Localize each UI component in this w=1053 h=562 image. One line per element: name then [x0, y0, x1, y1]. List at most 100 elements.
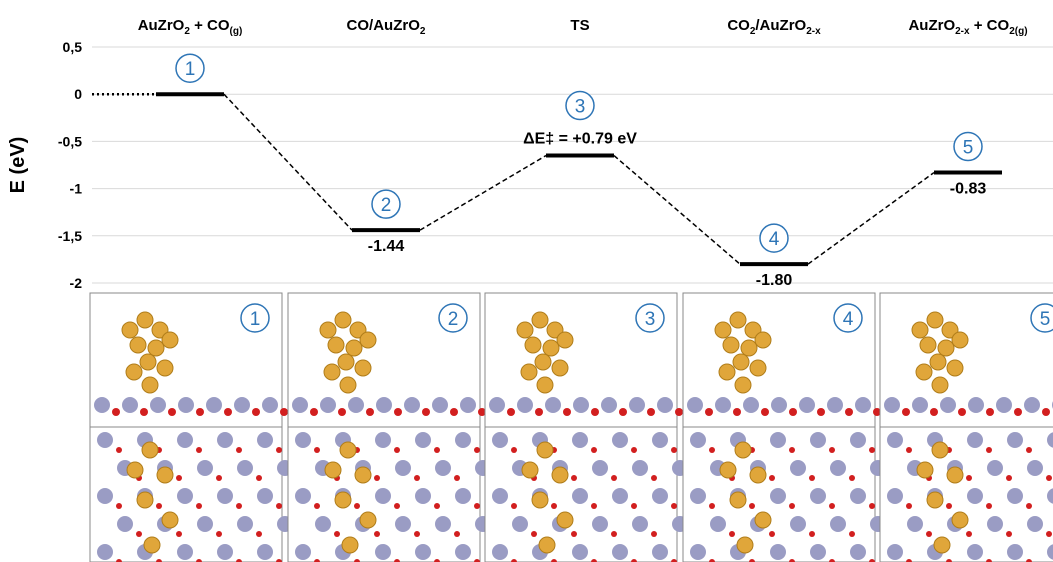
- au-atom: [912, 322, 928, 338]
- o-atom: [709, 503, 715, 509]
- zr-atom: [150, 397, 166, 413]
- header-text: AuZrO: [908, 17, 955, 34]
- zr-atom: [435, 460, 451, 476]
- o-atom: [196, 447, 202, 453]
- y-tick-label: -1: [70, 181, 83, 197]
- zr-atom: [612, 544, 628, 560]
- au-atom: [320, 322, 336, 338]
- column-header: CO2/AuZrO2-x: [727, 17, 821, 37]
- zr-atom: [432, 397, 448, 413]
- zr-atom: [262, 397, 278, 413]
- au-atom: [735, 377, 751, 393]
- zr-atom: [435, 516, 451, 532]
- chart: E (eV) 0,50-0,5-1-1,5-2AuZrO2 + CO(g)CO/…: [0, 0, 1053, 562]
- au-atom: [355, 467, 371, 483]
- o-atom: [276, 447, 282, 453]
- au-atom: [162, 512, 178, 528]
- au-atom: [342, 537, 358, 553]
- o-atom: [749, 503, 755, 509]
- zr-atom: [1007, 488, 1023, 504]
- o-atom: [314, 503, 320, 509]
- o-atom: [156, 503, 162, 509]
- o-atom: [817, 408, 825, 416]
- zr-atom: [415, 544, 431, 560]
- zr-atom: [177, 488, 193, 504]
- au-atom: [557, 512, 573, 528]
- header-text: + CO: [190, 17, 230, 34]
- y-tick-label: 0,5: [63, 39, 83, 55]
- au-atom: [920, 337, 936, 353]
- y-tick-label: -0,5: [58, 133, 82, 149]
- au-atom: [539, 537, 555, 553]
- zr-atom: [770, 544, 786, 560]
- o-atom: [869, 447, 875, 453]
- zr-atom: [415, 488, 431, 504]
- header-text: /AuZrO: [755, 17, 806, 34]
- o-atom: [454, 475, 460, 481]
- o-atom: [1046, 475, 1052, 481]
- o-atom: [454, 531, 460, 537]
- zr-atom: [415, 432, 431, 448]
- zr-atom: [799, 397, 815, 413]
- au-atom: [723, 337, 739, 353]
- zr-atom: [810, 544, 826, 560]
- zr-atom: [810, 432, 826, 448]
- o-atom: [926, 531, 932, 537]
- zr-atom: [790, 516, 806, 532]
- zr-atom: [572, 544, 588, 560]
- au-atom: [557, 332, 573, 348]
- o-atom: [394, 447, 400, 453]
- column-header: CO/AuZrO2: [347, 17, 426, 37]
- o-atom: [374, 475, 380, 481]
- o-atom: [1014, 408, 1022, 416]
- zr-atom: [320, 397, 336, 413]
- au-atom: [324, 364, 340, 380]
- o-atom: [314, 447, 320, 453]
- au-atom: [137, 492, 153, 508]
- zr-atom: [743, 397, 759, 413]
- o-atom: [809, 475, 815, 481]
- o-atom: [474, 447, 480, 453]
- au-atom: [162, 332, 178, 348]
- o-atom: [252, 408, 260, 416]
- o-atom: [531, 531, 537, 537]
- zr-atom: [177, 544, 193, 560]
- header-text: CO: [727, 17, 750, 34]
- zr-atom: [850, 432, 866, 448]
- zr-atom: [217, 544, 233, 560]
- au-atom: [932, 442, 948, 458]
- o-atom: [1026, 447, 1032, 453]
- au-atom: [537, 442, 553, 458]
- zr-atom: [348, 397, 364, 413]
- subscript: 2-x: [955, 26, 970, 37]
- zr-atom: [850, 488, 866, 504]
- au-atom: [360, 512, 376, 528]
- o-atom: [647, 408, 655, 416]
- state-marker-label: 2: [381, 195, 392, 216]
- o-atom: [474, 503, 480, 509]
- o-atom: [829, 503, 835, 509]
- au-atom: [930, 354, 946, 370]
- zr-atom: [572, 488, 588, 504]
- au-atom: [755, 332, 771, 348]
- o-atom: [789, 408, 797, 416]
- o-atom: [671, 447, 677, 453]
- au-atom: [917, 462, 933, 478]
- o-atom: [930, 408, 938, 416]
- connector: [614, 156, 740, 265]
- o-atom: [276, 503, 282, 509]
- o-atom: [116, 447, 122, 453]
- au-atom: [346, 340, 362, 356]
- connector: [420, 156, 546, 231]
- zr-atom: [1024, 397, 1040, 413]
- au-atom: [952, 512, 968, 528]
- zr-atom: [1007, 544, 1023, 560]
- zr-atom: [492, 488, 508, 504]
- o-atom: [511, 503, 517, 509]
- header-text: AuZrO: [138, 17, 185, 34]
- au-atom: [733, 354, 749, 370]
- au-atom: [328, 337, 344, 353]
- state-marker-label: 4: [769, 229, 780, 250]
- o-atom: [571, 531, 577, 537]
- zr-atom: [375, 432, 391, 448]
